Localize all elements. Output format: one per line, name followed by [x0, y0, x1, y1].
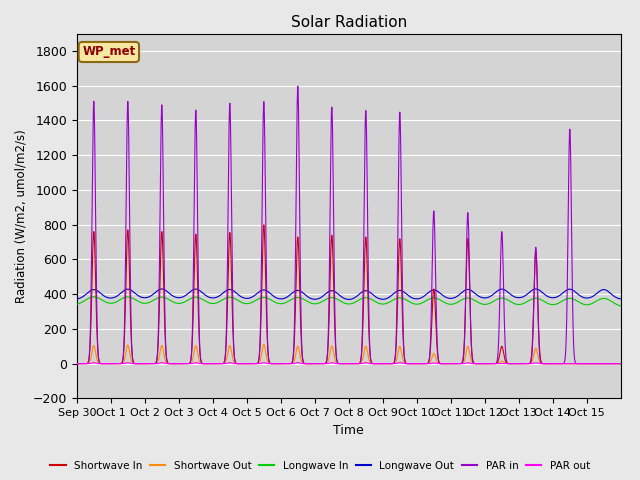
Y-axis label: Radiation (W/m2, umol/m2/s): Radiation (W/m2, umol/m2/s): [14, 129, 27, 303]
Legend: Shortwave In, Shortwave Out, Longwave In, Longwave Out, PAR in, PAR out: Shortwave In, Shortwave Out, Longwave In…: [46, 456, 594, 475]
X-axis label: Time: Time: [333, 424, 364, 437]
Title: Solar Radiation: Solar Radiation: [291, 15, 407, 30]
Text: WP_met: WP_met: [82, 46, 136, 59]
